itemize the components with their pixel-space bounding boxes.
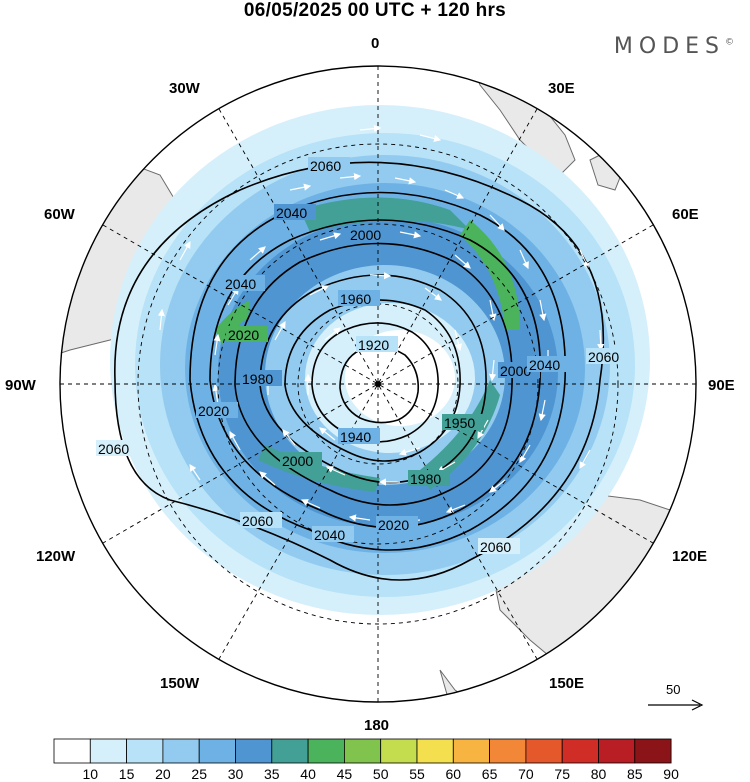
lon-label-60e: 60E (672, 206, 699, 223)
colorbar-swatch (525, 738, 563, 764)
colorbar-label: 25 (191, 766, 207, 782)
lon-label-90e: 90E (708, 377, 735, 394)
colorbar-label: 60 (446, 766, 462, 782)
contour-label: 2040 (314, 527, 345, 543)
contour-label: 1960 (340, 291, 371, 307)
colorbar-label: 75 (554, 766, 570, 782)
contour-label: 2060 (310, 158, 341, 174)
colorbar: 10 15 20 25 30 35 40 45 50 55 60 65 70 75 80 85 90 (53, 738, 679, 782)
colorbar-label: 80 (591, 766, 607, 782)
colorbar-label: 70 (518, 766, 534, 782)
lon-label-30e: 30E (548, 80, 575, 97)
colorbar-swatch (198, 738, 236, 764)
colorbar-swatch (343, 738, 382, 764)
colorbar-label: 45 (337, 766, 353, 782)
colorbar-label: 90 (663, 766, 679, 782)
colorbar-swatch (598, 738, 636, 764)
contour-label: 2040 (225, 276, 256, 292)
colorbar-swatch (53, 738, 91, 764)
contour-label: 2020 (228, 327, 259, 343)
colorbar-swatch (489, 738, 527, 764)
colorbar-label: 40 (300, 766, 316, 782)
map-title: 06/05/2025 00 UTC + 120 hrs (243, 0, 507, 21)
lon-label-0: 0 (371, 35, 379, 52)
contour-label: 1980 (410, 471, 441, 487)
colorbar-swatch (271, 738, 309, 764)
lon-label-90w: 90W (5, 377, 37, 394)
colorbar-swatch (235, 738, 273, 764)
colorbar-swatch (162, 738, 200, 764)
colorbar-swatch (561, 738, 599, 764)
colorbar-label: 20 (155, 766, 171, 782)
colorbar-swatch (89, 738, 128, 764)
contour-label: 2060 (588, 349, 619, 365)
colorbar-label: 55 (409, 766, 425, 782)
brand-logo: MODES© (614, 34, 734, 59)
wind-vectors (157, 125, 605, 525)
contour-label: 1980 (242, 371, 273, 387)
reference-vector: 50 (648, 682, 704, 711)
colorbar-swatch (416, 738, 454, 764)
contour-label: 2000 (500, 363, 531, 379)
copyright-mark: © (725, 37, 734, 48)
contour-label: 1920 (358, 337, 389, 353)
graticule (60, 66, 696, 702)
reference-vector-label: 50 (666, 682, 680, 697)
colorbar-label: 85 (627, 766, 643, 782)
lon-label-120w: 120W (36, 548, 76, 565)
contour-label: 2000 (282, 453, 313, 469)
contour-label: 2040 (276, 205, 307, 221)
colorbar-label: 50 (373, 766, 389, 782)
contour-label: 2060 (480, 539, 511, 555)
lon-label-150e: 150E (549, 675, 584, 692)
lon-label-180: 180 (364, 717, 389, 734)
contour-label: 2040 (529, 357, 560, 373)
contour-label: 1940 (340, 429, 371, 445)
colorbar-label: 10 (83, 766, 99, 782)
colorbar-label: 30 (228, 766, 244, 782)
lon-label-120e: 120E (672, 548, 707, 565)
south-pole-marker (375, 381, 381, 387)
colorbar-swatch (307, 738, 345, 764)
contour-label: 2060 (98, 441, 129, 457)
contour-labels: 2060 2040 2000 1960 1920 1940 1950 1980 … (96, 157, 628, 555)
lon-label-60w: 60W (44, 206, 76, 223)
colorbar-swatch (634, 738, 672, 764)
colorbar-swatch (452, 738, 490, 764)
lon-label-150w: 150W (160, 675, 200, 692)
longitude-labels: 0 30E 60E 90E 120E 150E 180 150W 120W 90… (5, 35, 735, 734)
colorbar-label: 65 (482, 766, 498, 782)
lon-label-30w: 30W (169, 80, 201, 97)
colorbar-label: 15 (119, 766, 135, 782)
colorbar-swatch (380, 738, 418, 764)
height-contours (114, 161, 605, 581)
map-border (59, 65, 697, 703)
colorbar-label: 35 (264, 766, 280, 782)
contour-label: 2020 (198, 403, 229, 419)
brand-name: MODES (613, 34, 725, 59)
contour-label: 2020 (378, 517, 409, 533)
contour-label: 2060 (242, 513, 273, 529)
colorbar-swatch (126, 738, 164, 764)
contour-label: 1950 (444, 415, 475, 431)
contour-label: 2000 (350, 227, 381, 243)
